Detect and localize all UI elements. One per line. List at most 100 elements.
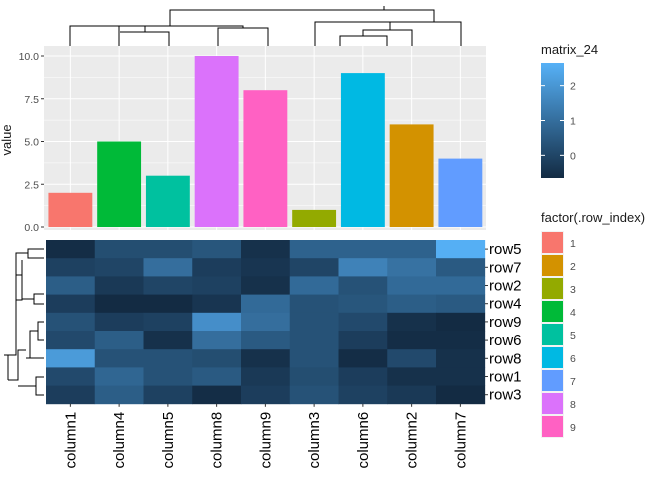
heatmap-cell-row6-column8 — [192, 331, 242, 350]
heatmap-cell-row3-column8 — [192, 385, 242, 405]
heatmap-cell-row3-column3 — [289, 385, 339, 405]
bars — [48, 56, 483, 227]
heatmap-column-label: column3 — [306, 412, 323, 469]
heatmap-cell-row6-column4 — [94, 331, 144, 350]
heatmap-cell-row5-column8 — [192, 240, 242, 259]
heatmap-cell-row8-column6 — [338, 349, 388, 368]
bar-column4 — [97, 141, 142, 227]
heatmap-cell-row4-column4 — [94, 294, 144, 314]
heatmap-cell-row2-column2 — [387, 276, 437, 295]
heatmap-cell-row4-column7 — [436, 294, 486, 314]
heatmap-row-label: row1 — [489, 369, 522, 386]
factor-legend-swatch-5 — [542, 324, 563, 345]
heatmap-row-label: row5 — [489, 241, 522, 258]
row-dendrogram — [4, 248, 44, 396]
heatmap-column-label: column9 — [257, 412, 274, 469]
heatmap-cell-row7-column4 — [94, 258, 144, 277]
heatmap-row-label: row2 — [489, 278, 522, 295]
heatmap-cell-row9-column5 — [143, 312, 193, 332]
heatmap-cell-row6-column5 — [143, 331, 193, 350]
heatmap-column-label: column4 — [111, 412, 128, 469]
heatmap-cell-row2-column5 — [143, 276, 193, 295]
factor-legend-swatch-6 — [542, 347, 563, 368]
heatmap-cell-row2-column9 — [241, 276, 291, 295]
bar-column1 — [48, 192, 93, 227]
heatmap-cell-row4-column8 — [192, 294, 242, 314]
factor-legend-label: 2 — [570, 261, 576, 273]
matrix-legend-tick-label: 1 — [570, 116, 576, 128]
column-dendrogram — [69, 6, 462, 46]
bar-column6 — [340, 73, 385, 227]
bar-y-tick-label: 10.0 — [19, 51, 40, 63]
heatmap-cell-row3-column5 — [143, 385, 193, 405]
heatmap-cell-row1-column2 — [387, 367, 437, 386]
heatmap-cell-row5-column4 — [94, 240, 144, 259]
heatmap-cell-row4-column9 — [241, 294, 291, 314]
heatmap-cell-row7-column5 — [143, 258, 193, 277]
heatmap-cell-row6-column2 — [387, 331, 437, 350]
heatmap-cell-row8-column9 — [241, 349, 291, 368]
bar-column2 — [389, 124, 434, 227]
heatmap-cell-row5-column1 — [46, 240, 96, 259]
heatmap-cell-row6-column6 — [338, 331, 388, 350]
factor-legend-label: 5 — [570, 330, 576, 342]
factor-legend-swatch-7 — [542, 370, 563, 391]
heatmap-cell-row3-column9 — [241, 385, 291, 405]
factor-legend-label: 3 — [570, 284, 576, 296]
heatmap-cell-row3-column4 — [94, 385, 144, 405]
factor-legend-title: factor(.row_index) — [541, 210, 645, 225]
heatmap-cell-row1-column8 — [192, 367, 242, 386]
heatmap-cell-row1-column6 — [338, 367, 388, 386]
heatmap-cell-row7-column3 — [289, 258, 339, 277]
heatmap-cell-row3-column2 — [387, 385, 437, 405]
heatmap-column-label: column7 — [452, 412, 469, 469]
heatmap-row-label: row4 — [489, 296, 522, 313]
factor-legend-label: 9 — [570, 422, 576, 434]
bar-y-tick-label: 5.0 — [24, 137, 39, 149]
bar-y-tick-label: 7.5 — [24, 94, 39, 106]
y-axis-title: value — [0, 124, 14, 155]
heatmap-cell-row2-column8 — [192, 276, 242, 295]
heatmap-cell-row4-column2 — [387, 294, 437, 314]
heatmap-cell-row1-column7 — [436, 367, 486, 386]
heatmap-cell-row6-column3 — [289, 331, 339, 350]
heatmap-cell-row2-column1 — [46, 276, 96, 295]
heatmap-row-label: row7 — [489, 259, 522, 276]
heatmap — [46, 240, 486, 405]
heatmap-cell-row4-column3 — [289, 294, 339, 314]
heatmap-cell-row7-column7 — [436, 258, 486, 277]
factor-legend-label: 1 — [570, 238, 576, 250]
heatmap-cell-row1-column5 — [143, 367, 193, 386]
heatmap-cell-row8-column7 — [436, 349, 486, 368]
heatmap-cell-row5-column7 — [436, 240, 486, 259]
bar-column3 — [292, 209, 337, 227]
heatmap-column-label: column8 — [209, 412, 226, 469]
factor-legend-swatch-9 — [542, 416, 563, 437]
heatmap-cell-row1-column1 — [46, 367, 96, 386]
heatmap-cell-row7-column9 — [241, 258, 291, 277]
heatmap-cell-row5-column2 — [387, 240, 437, 259]
heatmap-row-label: row8 — [489, 350, 522, 367]
factor-legend-label: 7 — [570, 376, 576, 388]
heatmap-cell-row2-column7 — [436, 276, 486, 295]
heatmap-cell-row3-column7 — [436, 385, 486, 405]
heatmap-cell-row9-column6 — [338, 312, 388, 332]
heatmap-cell-row6-column1 — [46, 331, 96, 350]
heatmap-column-labels: column1 column4 column5 column8 column9 colum… — [62, 403, 469, 469]
heatmap-cell-row7-column6 — [338, 258, 388, 277]
heatmap-cell-row4-column6 — [338, 294, 388, 314]
heatmap-cell-row4-column5 — [143, 294, 193, 314]
matrix-legend-ticks: 0 1 2 — [541, 81, 576, 162]
factor-legend-swatch-1 — [542, 232, 563, 253]
heatmap-cell-row9-column9 — [241, 312, 291, 332]
factor-legend-swatch-4 — [542, 301, 563, 322]
factor-legend-label: 4 — [570, 307, 576, 319]
heatmap-row-label: row6 — [489, 332, 522, 349]
heatmap-cell-row7-column1 — [46, 258, 96, 277]
heatmap-row-label: row9 — [489, 314, 522, 331]
factor-legend-swatch-2 — [542, 255, 563, 276]
matrix-legend-tick-label: 0 — [570, 150, 576, 162]
heatmap-cell-row6-column7 — [436, 331, 486, 350]
factor-legend: factor(.row_index) 1 2 3 4 5 6 7 8 9 — [541, 210, 645, 438]
heatmap-cell-row5-column3 — [289, 240, 339, 259]
